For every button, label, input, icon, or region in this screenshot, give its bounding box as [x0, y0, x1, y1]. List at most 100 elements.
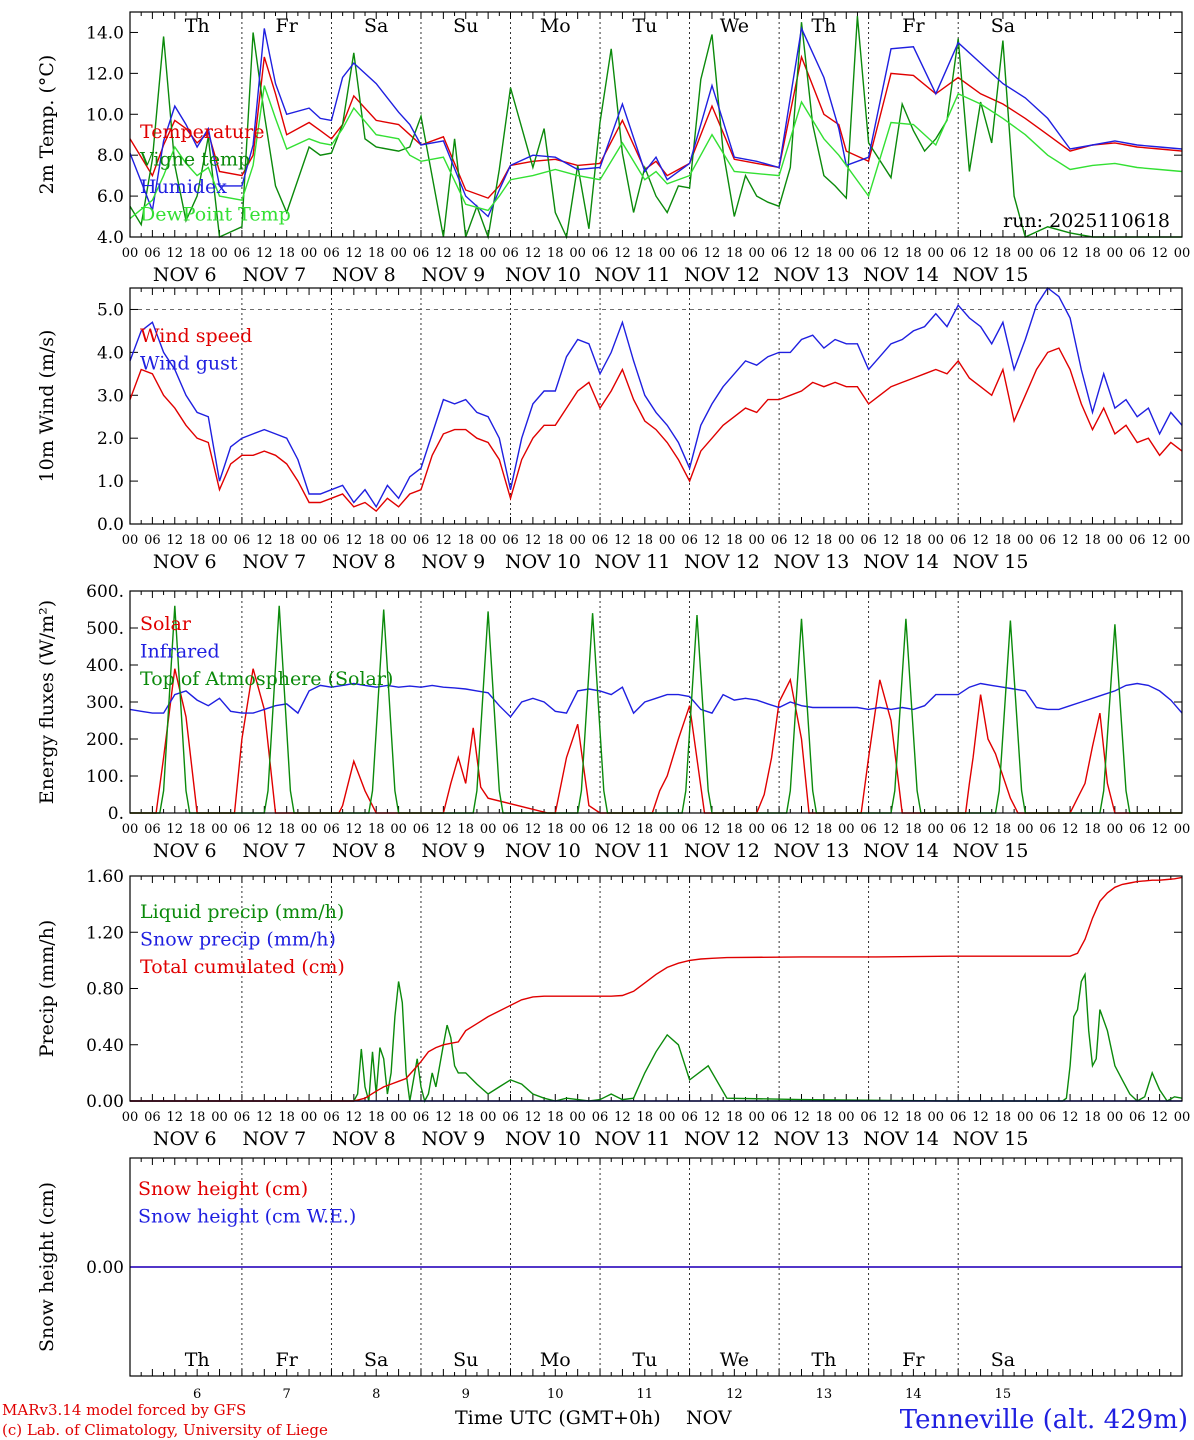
y-tick-label: 1.0 — [97, 472, 124, 492]
hour-tick-label: 00 — [390, 246, 407, 261]
y-tick-label: 600. — [86, 582, 124, 602]
y-tick-label: 0.40 — [86, 1036, 124, 1056]
hour-tick-label: 00 — [748, 822, 765, 837]
date-label: NOV 12 — [684, 840, 760, 862]
hour-tick-label: 12 — [1151, 246, 1168, 261]
hour-tick-label: 12 — [883, 246, 900, 261]
x-axis-title: Time UTC (GMT+0h) — [455, 1407, 661, 1429]
day-of-week-label: Sa — [991, 1349, 1015, 1371]
hour-tick-label: 12 — [256, 246, 273, 261]
date-label: NOV 14 — [863, 264, 939, 286]
hour-tick-label: 12 — [883, 1110, 900, 1125]
hour-tick-label: 06 — [1129, 246, 1146, 261]
day-of-week-label: Su — [453, 15, 478, 37]
date-label: NOV 12 — [684, 1128, 760, 1150]
day-of-week-label: Th — [811, 15, 836, 37]
date-label: NOV 14 — [863, 551, 939, 573]
hour-tick-label: 18 — [905, 1110, 922, 1125]
hour-tick-label: 18 — [547, 1110, 564, 1125]
bottom-date-number: 10 — [547, 1387, 564, 1402]
legend-entry: Total cumulated (cm) — [140, 956, 345, 978]
hour-tick-label: 06 — [502, 822, 519, 837]
hour-tick-label: 06 — [413, 822, 430, 837]
hour-tick-label: 18 — [995, 822, 1012, 837]
hour-tick-label: 00 — [1174, 822, 1191, 837]
hour-tick-label: 18 — [905, 822, 922, 837]
hour-tick-label: 12 — [972, 822, 989, 837]
hour-tick-label: 18 — [368, 246, 385, 261]
hour-tick-label: 06 — [950, 1110, 967, 1125]
date-label: NOV 13 — [774, 551, 850, 573]
y-tick-label: 1.60 — [86, 867, 124, 887]
hour-tick-label: 12 — [614, 246, 631, 261]
date-label: NOV 7 — [242, 840, 306, 862]
hour-tick-label: 00 — [659, 533, 676, 548]
series-line-liquid-precip-mm-h- — [130, 971, 1183, 1103]
hour-tick-label: 06 — [681, 822, 698, 837]
hour-tick-label: 06 — [234, 246, 251, 261]
series-line-dewpoint-temp — [129, 85, 1183, 220]
date-label: NOV 10 — [505, 264, 581, 286]
hour-tick-label: 12 — [346, 1110, 363, 1125]
day-of-week-label: Sa — [991, 15, 1015, 37]
hour-tick-label: 18 — [278, 246, 295, 261]
y-tick-label: 5.0 — [97, 300, 124, 320]
hour-tick-label: 12 — [525, 533, 542, 548]
y-tick-label: 14.0 — [86, 23, 124, 43]
hour-tick-label: 12 — [1062, 1110, 1079, 1125]
bottom-date-number: 11 — [637, 1387, 654, 1402]
date-label: NOV 11 — [595, 264, 671, 286]
hour-tick-label: 12 — [793, 246, 810, 261]
hour-tick-label: 18 — [189, 822, 206, 837]
hour-tick-label: 12 — [166, 822, 183, 837]
y-tick-label: 10.0 — [86, 105, 124, 125]
hour-tick-label: 00 — [480, 246, 497, 261]
hour-tick-label: 00 — [301, 246, 318, 261]
date-label: NOV 9 — [422, 264, 486, 286]
date-label: NOV 8 — [332, 264, 396, 286]
hour-tick-label: 00 — [569, 822, 586, 837]
y-axis-label: 2m Temp. (°C) — [36, 55, 58, 195]
hour-tick-label: 18 — [547, 533, 564, 548]
y-tick-label: 0.0 — [97, 515, 124, 535]
hour-tick-label: 00 — [301, 1110, 318, 1125]
hour-tick-label: 00 — [211, 533, 228, 548]
date-label: NOV 9 — [422, 840, 486, 862]
bottom-date-number: 7 — [283, 1387, 291, 1402]
hour-tick-label: 12 — [704, 1110, 721, 1125]
date-label: NOV 7 — [242, 1128, 306, 1150]
series-line-temperature — [129, 54, 1183, 199]
hour-tick-label: 18 — [816, 246, 833, 261]
y-tick-label: 3.0 — [97, 386, 124, 406]
hour-tick-label: 12 — [614, 533, 631, 548]
hour-tick-label: 06 — [860, 246, 877, 261]
hour-tick-label: 12 — [704, 246, 721, 261]
hour-tick-label: 00 — [748, 1110, 765, 1125]
hour-tick-label: 18 — [726, 246, 743, 261]
hour-tick-label: 18 — [1084, 822, 1101, 837]
date-label: NOV 8 — [332, 1128, 396, 1150]
date-label: NOV 10 — [505, 1128, 581, 1150]
hour-tick-label: 12 — [525, 822, 542, 837]
hour-tick-label: 06 — [771, 533, 788, 548]
hour-tick-label: 12 — [346, 533, 363, 548]
hour-tick-label: 18 — [189, 1110, 206, 1125]
hour-tick-label: 12 — [435, 246, 452, 261]
hour-tick-label: 00 — [838, 822, 855, 837]
y-tick-label: 0.80 — [86, 980, 124, 1000]
hour-tick-label: 00 — [480, 1110, 497, 1125]
hour-tick-label: 06 — [592, 533, 609, 548]
hour-tick-label: 00 — [569, 533, 586, 548]
hour-tick-label: 06 — [502, 1110, 519, 1125]
legend-entry: Snow precip (mm/h) — [140, 929, 336, 951]
y-axis-label: Precip (mm/h) — [36, 920, 58, 1058]
hour-tick-label: 00 — [1017, 533, 1034, 548]
hour-tick-label: 06 — [502, 246, 519, 261]
y-tick-label: 6.0 — [97, 187, 124, 207]
hour-tick-label: 18 — [995, 246, 1012, 261]
y-tick-label: 500. — [86, 619, 124, 639]
hour-tick-label: 06 — [234, 1110, 251, 1125]
hour-tick-label: 00 — [1174, 1110, 1191, 1125]
date-label: NOV 7 — [242, 264, 306, 286]
hour-tick-label: 06 — [860, 1110, 877, 1125]
